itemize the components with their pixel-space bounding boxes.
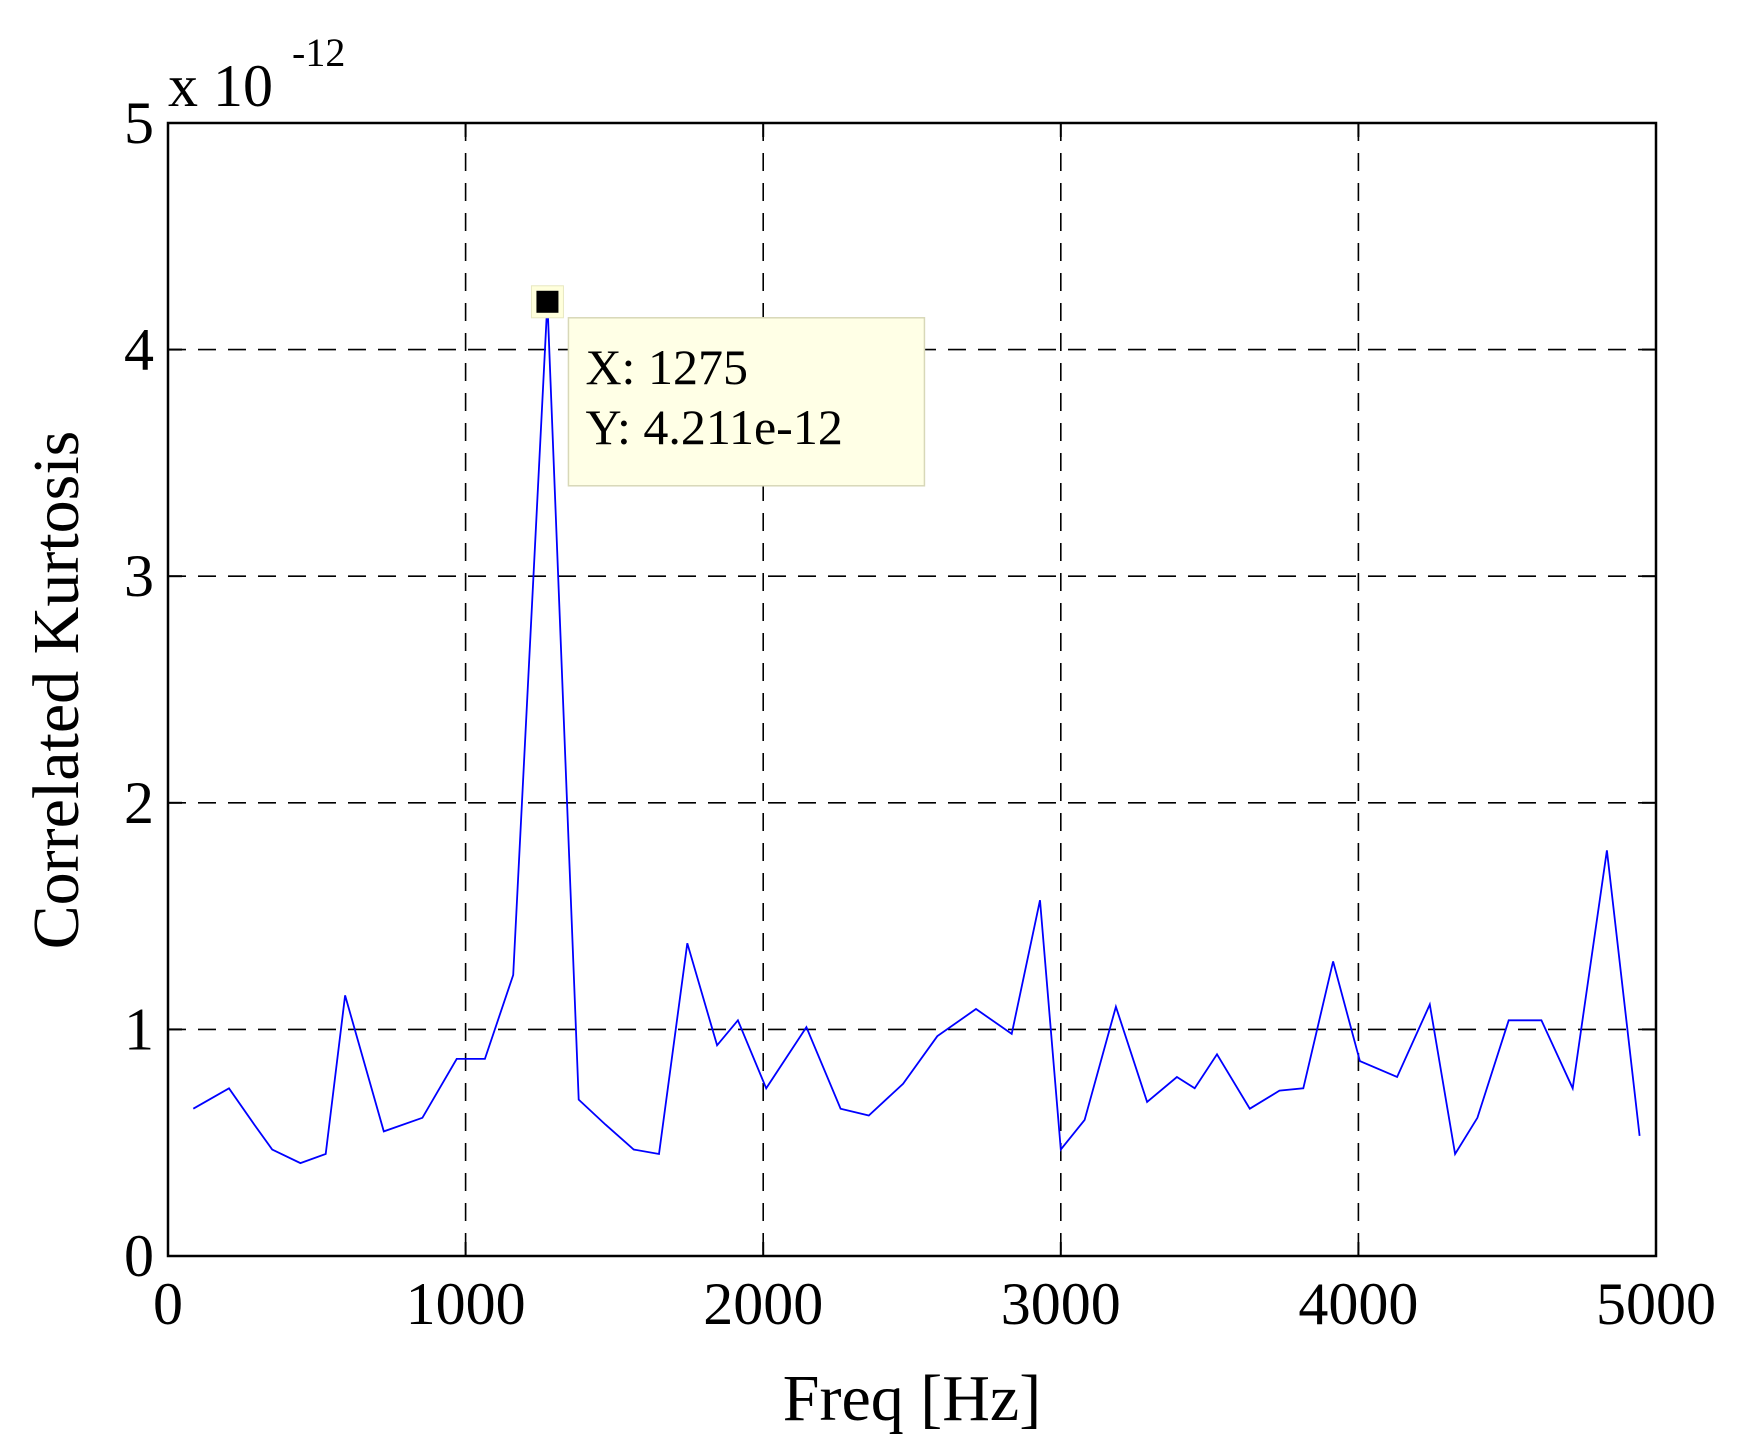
series-layer — [192, 301, 1641, 1165]
y-scale-exponent-label: x 10 -12 — [168, 30, 345, 119]
x-tick-label-3000: 3000 — [1001, 1271, 1121, 1337]
y-scale-prefix: x 10 — [168, 53, 273, 119]
x-tick-label-4000: 4000 — [1298, 1271, 1418, 1337]
datatip-box — [567, 317, 926, 487]
y-tick-label-1: 1 — [124, 996, 154, 1062]
axes-box — [166, 121, 1658, 1258]
y-tick-label-2: 2 — [124, 770, 154, 836]
x-tick-label-1000: 1000 — [406, 1271, 526, 1337]
y-tick-label-0: 0 — [124, 1223, 154, 1289]
datatip-y-text: Y: 4.211e-12 — [585, 399, 842, 455]
axes-background — [168, 123, 1656, 1256]
x-tick-label-5000: 5000 — [1596, 1271, 1716, 1337]
y-tick-label-3: 3 — [124, 543, 154, 609]
y-axis-title: Correlated Kurtosis — [20, 431, 93, 950]
x-tick-label-0: 0 — [153, 1271, 183, 1337]
x-axis-title: Freq [Hz] — [783, 1362, 1041, 1435]
y-scale-exponent: -12 — [292, 30, 345, 75]
datatip-marker — [536, 290, 559, 313]
y-tick-labels: 0 1 2 3 4 5 — [124, 90, 154, 1289]
grid-lines — [167, 122, 1657, 1257]
x-tick-labels: 0 1000 2000 3000 4000 5000 — [153, 1271, 1716, 1337]
y-tick-label-5: 5 — [124, 90, 154, 156]
series-line-0 — [192, 301, 1641, 1165]
x-tick-label-2000: 2000 — [703, 1271, 823, 1337]
datatip-x-text: X: 1275 — [585, 339, 748, 395]
y-tick-label-4: 4 — [124, 317, 154, 383]
